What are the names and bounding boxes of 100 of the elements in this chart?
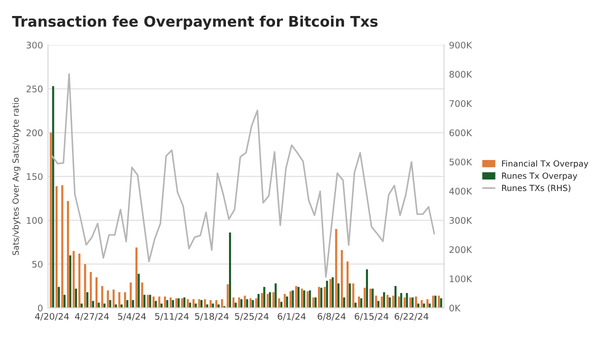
- bar: [386, 294, 389, 308]
- bar: [112, 290, 115, 308]
- y2-tick-label: 800K: [449, 70, 472, 78]
- bar: [295, 286, 298, 308]
- bar: [66, 201, 69, 308]
- bar: [135, 247, 138, 308]
- bar: [221, 299, 224, 308]
- bar: [228, 232, 232, 308]
- bar: [132, 300, 134, 308]
- bar: [64, 294, 66, 308]
- bar: [72, 250, 75, 308]
- bar: [392, 296, 394, 308]
- bar: [415, 296, 418, 308]
- x-tick-label: 6/15/24: [354, 312, 388, 320]
- bar: [354, 302, 357, 308]
- x-tick-label: 5/4/24: [118, 312, 146, 320]
- bar: [56, 186, 58, 308]
- y2-tick-label: 700K: [450, 100, 472, 107]
- bar: [292, 290, 294, 308]
- bar: [204, 299, 206, 308]
- bar: [400, 293, 402, 308]
- bar: [95, 277, 98, 308]
- bar: [278, 298, 280, 308]
- bar: [346, 261, 349, 308]
- bar: [412, 297, 414, 308]
- y-tick-label: 0: [38, 304, 43, 312]
- bar: [375, 296, 378, 308]
- bar: [300, 288, 303, 308]
- bar: [146, 294, 149, 308]
- bar: [90, 272, 92, 308]
- bar: [440, 298, 442, 308]
- x-tick-label: 4/27/24: [74, 312, 109, 320]
- bar: [166, 300, 168, 308]
- bar: [258, 294, 260, 308]
- bar: [92, 300, 94, 308]
- y-tick-label: 100: [26, 217, 43, 224]
- bar: [69, 255, 72, 308]
- bar: [149, 294, 152, 308]
- bar: [154, 300, 157, 308]
- bar: [332, 277, 334, 308]
- y-axis-title: Sats/vbytes Over Avg Sats/vbyte ratio: [12, 98, 20, 256]
- bar: [286, 296, 288, 308]
- bar: [198, 299, 200, 308]
- bar: [152, 296, 155, 308]
- bar: [178, 298, 180, 308]
- bar: [143, 294, 146, 308]
- bar: [234, 302, 237, 308]
- legend-label: Runes Tx Overpay: [502, 172, 578, 180]
- bar: [61, 185, 64, 308]
- bar: [263, 286, 266, 308]
- bar: [260, 293, 264, 308]
- bar: [84, 264, 86, 308]
- y-tick-label: 50: [32, 260, 43, 268]
- bar: [409, 297, 412, 308]
- bar: [192, 299, 195, 308]
- bar: [369, 288, 372, 308]
- bar: [426, 299, 428, 308]
- bar: [215, 300, 218, 308]
- bar: [360, 298, 362, 308]
- bar: [326, 280, 328, 308]
- bar: [232, 297, 234, 308]
- x-tick-label: 6/1/24: [278, 312, 306, 320]
- legend-label: Financial Tx Overpay: [502, 160, 588, 168]
- y2-tick-label: 300K: [450, 217, 472, 224]
- bar: [186, 299, 189, 308]
- legend-label: Runes TXs (RHS): [502, 184, 570, 192]
- bar: [244, 296, 246, 308]
- bar: [335, 229, 338, 308]
- y2-tick-label: 0K: [449, 304, 461, 312]
- bar: [109, 300, 112, 308]
- bar: [284, 294, 286, 308]
- x-tick-label: 4/20/24: [35, 312, 69, 320]
- bar: [377, 300, 380, 308]
- bar: [255, 298, 258, 308]
- x-tick-label: 5/25/24: [235, 312, 269, 320]
- bar: [380, 296, 383, 308]
- bar: [312, 297, 314, 308]
- bar: [52, 86, 54, 308]
- bar: [337, 283, 340, 308]
- bar: [189, 302, 192, 308]
- bar: [172, 300, 174, 308]
- y-tick-label: 200: [26, 129, 43, 136]
- bar: [118, 292, 120, 308]
- bar: [226, 284, 229, 308]
- bar: [170, 297, 172, 308]
- y2-tick-label: 900K: [449, 42, 472, 49]
- x-tick-label: 5/11/24: [155, 312, 189, 320]
- x-tick-label: 5/18/24: [195, 312, 229, 320]
- bar: [210, 300, 212, 308]
- bar: [297, 286, 300, 308]
- bar: [358, 296, 360, 308]
- bar: [101, 286, 104, 308]
- bar: [158, 296, 160, 308]
- line-series: [51, 73, 436, 278]
- chart-title: Transaction fee Overpayment for Bitcoin Txs: [12, 16, 378, 30]
- bar: [398, 296, 400, 308]
- bar: [74, 288, 77, 308]
- bar: [404, 297, 406, 308]
- bar: [388, 297, 391, 308]
- y-tick-label: 250: [26, 86, 43, 92]
